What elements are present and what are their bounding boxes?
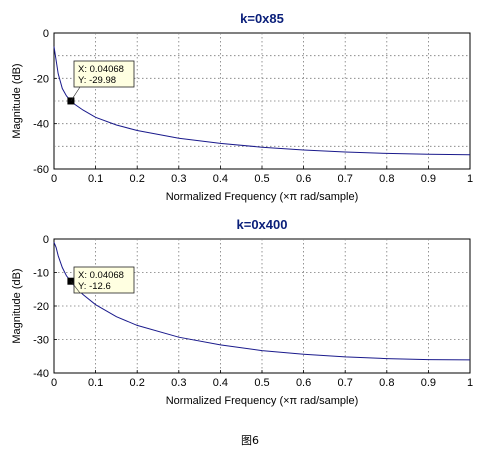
y-tick-label: 0 — [43, 28, 49, 40]
datatip-box — [73, 266, 135, 294]
y-axis-label: Magnitude (dB) — [11, 268, 23, 343]
x-tick-label: 0.8 — [379, 377, 394, 389]
x-tick-label: 0.4 — [213, 377, 228, 389]
x-tick-label: 0.6 — [296, 377, 311, 389]
datatip-box — [73, 60, 135, 88]
x-tick-label: 0 — [51, 173, 57, 185]
x-tick-label: 0.4 — [213, 173, 228, 185]
figure: 0 0.1 0.2 0.3 0.4 0.5 0.6 0.7 0.8 0.9 1 0 -20 -40 -60 k… — [11, 11, 473, 407]
x-tick-label: 0.5 — [254, 173, 269, 185]
x-tick-label: 0.2 — [130, 173, 145, 185]
y-tick-label: -60 — [33, 164, 49, 176]
datatip-y: Y: -12.6 — [78, 281, 111, 292]
y-tick-label: -40 — [33, 368, 49, 380]
datatip-leader — [70, 281, 81, 294]
x-tick-label: 0.9 — [421, 173, 436, 185]
figure-caption: 图6 — [241, 434, 259, 447]
x-tick-label: 1 — [467, 173, 473, 185]
x-tick-label: 1 — [467, 377, 473, 389]
x-tick-label: 0.1 — [88, 377, 103, 389]
y-tick-label: -30 — [33, 335, 49, 347]
x-tick-label: 0 — [51, 377, 57, 389]
x-tick-label: 0.3 — [171, 173, 186, 185]
x-tick-label: 0.8 — [379, 173, 394, 185]
y-tick-label: -10 — [33, 268, 49, 280]
magnitude-plot-k85: 0 0.1 0.2 0.3 0.4 0.5 0.6 0.7 0.8 0.9 1 0 -20 -40 -60 k… — [11, 11, 473, 203]
x-tick-label: 0.3 — [171, 377, 186, 389]
magnitude-plot-k400: 0 0.1 0.2 0.3 0.4 0.5 0.6 0.7 0.8 0.9 1 0 -10 -20 -30 -… — [11, 217, 473, 407]
y-tick-label: -20 — [33, 73, 49, 85]
datatip-x: X: 0.04068 — [78, 64, 124, 75]
x-tick-label: 0.1 — [88, 173, 103, 185]
x-tick-label: 0.7 — [338, 173, 353, 185]
y-tick-label: 0 — [43, 234, 49, 246]
y-axis-label: Magnitude (dB) — [11, 63, 23, 138]
datatip-leader — [70, 86, 81, 102]
chart-title: k=0x85 — [240, 11, 284, 26]
x-axis-label: Normalized Frequency (×π rad/sample) — [166, 395, 359, 407]
x-tick-label: 0.2 — [130, 377, 145, 389]
y-tick-label: -40 — [33, 119, 49, 131]
x-tick-label: 0.9 — [421, 377, 436, 389]
x-axis-label: Normalized Frequency (×π rad/sample) — [166, 191, 359, 203]
datatip-x: X: 0.04068 — [78, 270, 124, 281]
magnitude-curve — [53, 242, 471, 361]
x-tick-label: 0.7 — [338, 377, 353, 389]
datatip-y: Y: -29.98 — [78, 75, 116, 86]
chart-title: k=0x400 — [237, 217, 288, 232]
magnitude-curve — [53, 46, 471, 156]
x-tick-label: 0.5 — [254, 377, 269, 389]
y-tick-label: -20 — [33, 301, 49, 313]
x-tick-label: 0.6 — [296, 173, 311, 185]
